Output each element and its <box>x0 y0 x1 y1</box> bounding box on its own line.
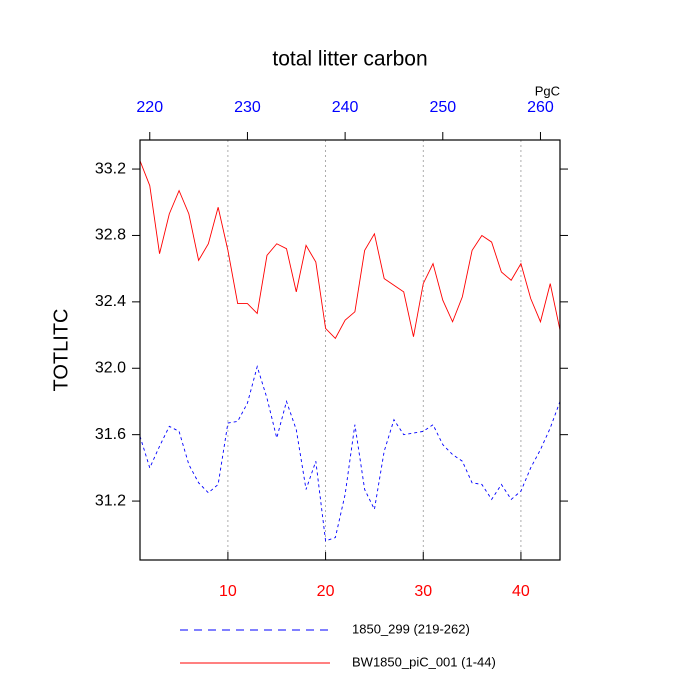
series-line <box>139 160 561 340</box>
plot-frame <box>139 139 561 561</box>
y-axis-label: TOTLITC <box>50 309 72 392</box>
y-tick-label: 32.4 <box>95 293 126 310</box>
x-tick-label: 40 <box>512 583 530 600</box>
x2-axis-label: PgC <box>535 83 560 98</box>
legend-label: BW1850_piC_001 (1-44) <box>352 654 496 669</box>
y-tick-label: 32.8 <box>95 227 126 244</box>
x-tick-label: 10 <box>219 583 237 600</box>
x2-tick-label: 240 <box>332 99 359 116</box>
x2-tick-label: 260 <box>527 99 554 116</box>
y-tick-label: 31.6 <box>95 426 126 443</box>
series-line <box>139 364 561 542</box>
x2-tick-label: 230 <box>234 99 261 116</box>
x2-tick-label: 250 <box>429 99 456 116</box>
y-tick-label: 32.0 <box>95 359 126 376</box>
x-tick-label: 30 <box>414 583 432 600</box>
y-tick-label: 33.2 <box>95 160 126 177</box>
x2-tick-label: 220 <box>136 99 163 116</box>
chart-title: total litter carbon <box>272 48 427 71</box>
y-tick-label: 31.2 <box>95 492 126 509</box>
legend-label: 1850_299 (219-262) <box>352 621 470 636</box>
x-tick-label: 20 <box>317 583 335 600</box>
